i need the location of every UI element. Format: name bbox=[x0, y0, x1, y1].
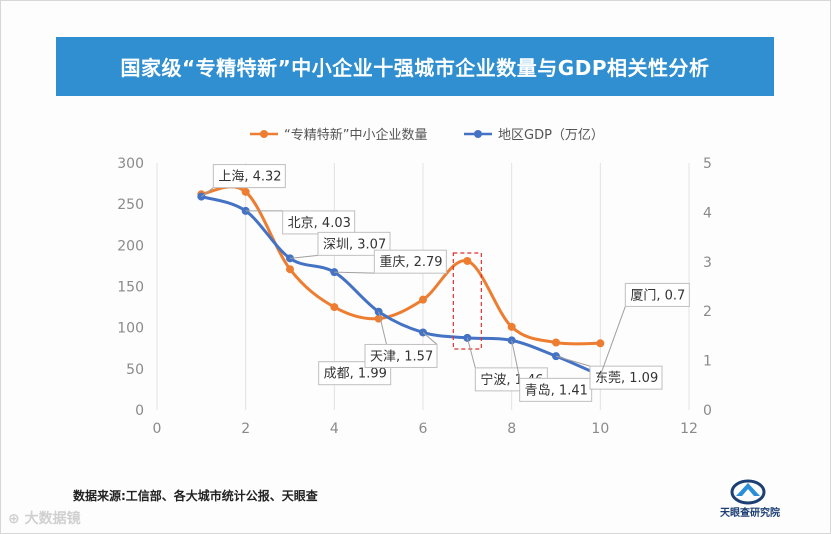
y-right-tick-label: 3 bbox=[703, 255, 712, 271]
callout-box bbox=[364, 343, 438, 368]
watermark-icon: ⊕ bbox=[8, 511, 20, 527]
series-line-enterprise-count bbox=[201, 185, 601, 346]
callout-leader bbox=[289, 254, 319, 259]
callout-text: 成都, 1.99 bbox=[324, 367, 387, 382]
data-point-enterprise-count bbox=[596, 339, 605, 348]
y-right-tick-label: 1 bbox=[703, 354, 712, 370]
highlight-box bbox=[452, 252, 482, 350]
watermark: ⊕ 大数据镜 bbox=[8, 508, 81, 528]
data-point-enterprise-count bbox=[507, 322, 516, 331]
callout-leader bbox=[334, 271, 375, 274]
legend-label: “专精特新”中小企业数量 bbox=[284, 127, 427, 143]
callout-text: 北京, 4.03 bbox=[288, 216, 351, 231]
chart-title: 国家级“专精特新”中小企业十强城市企业数量与GDP相关性分析 bbox=[56, 37, 774, 96]
callout-leader bbox=[555, 355, 591, 367]
y-left-tick-label: 150 bbox=[117, 280, 144, 296]
y-left-tick-label: 200 bbox=[117, 238, 144, 254]
x-tick-label: 12 bbox=[680, 421, 698, 437]
y-left-tick-label: 300 bbox=[117, 156, 144, 172]
y-left-tick-label: 250 bbox=[117, 197, 144, 213]
data-point-gdp bbox=[507, 336, 516, 345]
data-label-callout: 上海, 4.32 bbox=[201, 164, 286, 197]
highlight-layer bbox=[452, 252, 482, 350]
watermark-text: 大数据镜 bbox=[24, 511, 81, 527]
x-tick-label: 0 bbox=[153, 421, 162, 437]
data-point-enterprise-count bbox=[552, 338, 560, 347]
data-source-note: 数据来源:工信部、各大城市统计公报、天眼查 bbox=[73, 489, 318, 503]
x-tick-label: 4 bbox=[330, 421, 339, 437]
callout-box bbox=[317, 231, 391, 256]
data-label-callout: 东莞, 1.09 bbox=[555, 355, 663, 390]
data-point-enterprise-count bbox=[241, 187, 250, 196]
logo-label: 天眼查研究院 bbox=[720, 508, 780, 519]
data-point-enterprise-count bbox=[330, 303, 339, 312]
callout-text: 深圳, 3.07 bbox=[323, 237, 386, 252]
data-label-callout: 北京, 4.03 bbox=[245, 210, 356, 235]
data-label-callout: 重庆, 2.79 bbox=[334, 249, 447, 274]
legend-marker bbox=[474, 130, 482, 138]
callout-box bbox=[589, 365, 663, 390]
tianyancha-logo bbox=[730, 479, 766, 505]
x-tick-label: 10 bbox=[591, 421, 609, 437]
callout-text: 重庆, 2.79 bbox=[379, 254, 442, 270]
data-point-enterprise-count bbox=[286, 265, 294, 274]
data-label-callout: 青岛, 1.41 bbox=[511, 340, 593, 402]
callout-box bbox=[373, 249, 447, 274]
callout-leader bbox=[201, 187, 214, 197]
legend-marker bbox=[260, 130, 268, 138]
series-layer bbox=[197, 185, 605, 380]
callout-text: 上海, 4.32 bbox=[218, 170, 281, 185]
data-label-callout: 厦门, 0.7 bbox=[599, 282, 690, 376]
y-right-tick-label: 2 bbox=[703, 304, 712, 320]
y-left-tick-label: 100 bbox=[117, 321, 144, 337]
legend: “专精特新”中小企业数量 地区GDP（万亿） bbox=[250, 127, 604, 143]
y-left-tick-label: 50 bbox=[126, 362, 144, 378]
data-point-enterprise-count bbox=[419, 295, 427, 304]
series-line-gdp bbox=[200, 195, 601, 377]
x-tick-label: 6 bbox=[419, 421, 428, 437]
legend-label: 地区GDP（万亿） bbox=[498, 128, 604, 143]
y-right-tick-label: 4 bbox=[703, 205, 712, 221]
data-point-enterprise-count bbox=[463, 256, 472, 265]
callout-box bbox=[519, 377, 593, 402]
callout-text: 厦门, 0.7 bbox=[630, 288, 685, 303]
data-label-callout: 天津, 1.57 bbox=[364, 332, 438, 368]
callout-text: 天津, 1.57 bbox=[370, 349, 433, 364]
callout-leader bbox=[466, 337, 476, 369]
x-tick-label: 8 bbox=[507, 421, 516, 437]
y-right-tick-label: 0 bbox=[703, 403, 712, 419]
callout-text: 东莞, 1.09 bbox=[595, 371, 658, 386]
callout-leader bbox=[511, 340, 521, 379]
y-left-tick-label: 0 bbox=[135, 403, 144, 419]
callout-leader bbox=[422, 332, 438, 345]
y-right-tick-label: 5 bbox=[703, 156, 712, 172]
callout-box bbox=[624, 282, 690, 307]
callout-leader bbox=[599, 306, 626, 376]
x-tick-label: 2 bbox=[241, 421, 250, 437]
data-label-callout: 深圳, 3.07 bbox=[289, 231, 391, 259]
callout-text: 青岛, 1.41 bbox=[525, 382, 588, 398]
annotation-layer: 上海, 4.32 北京, 4.03 深圳, 3.07 重庆, 2.79 成都, 1.99… bbox=[201, 164, 690, 402]
callout-box bbox=[212, 164, 286, 189]
